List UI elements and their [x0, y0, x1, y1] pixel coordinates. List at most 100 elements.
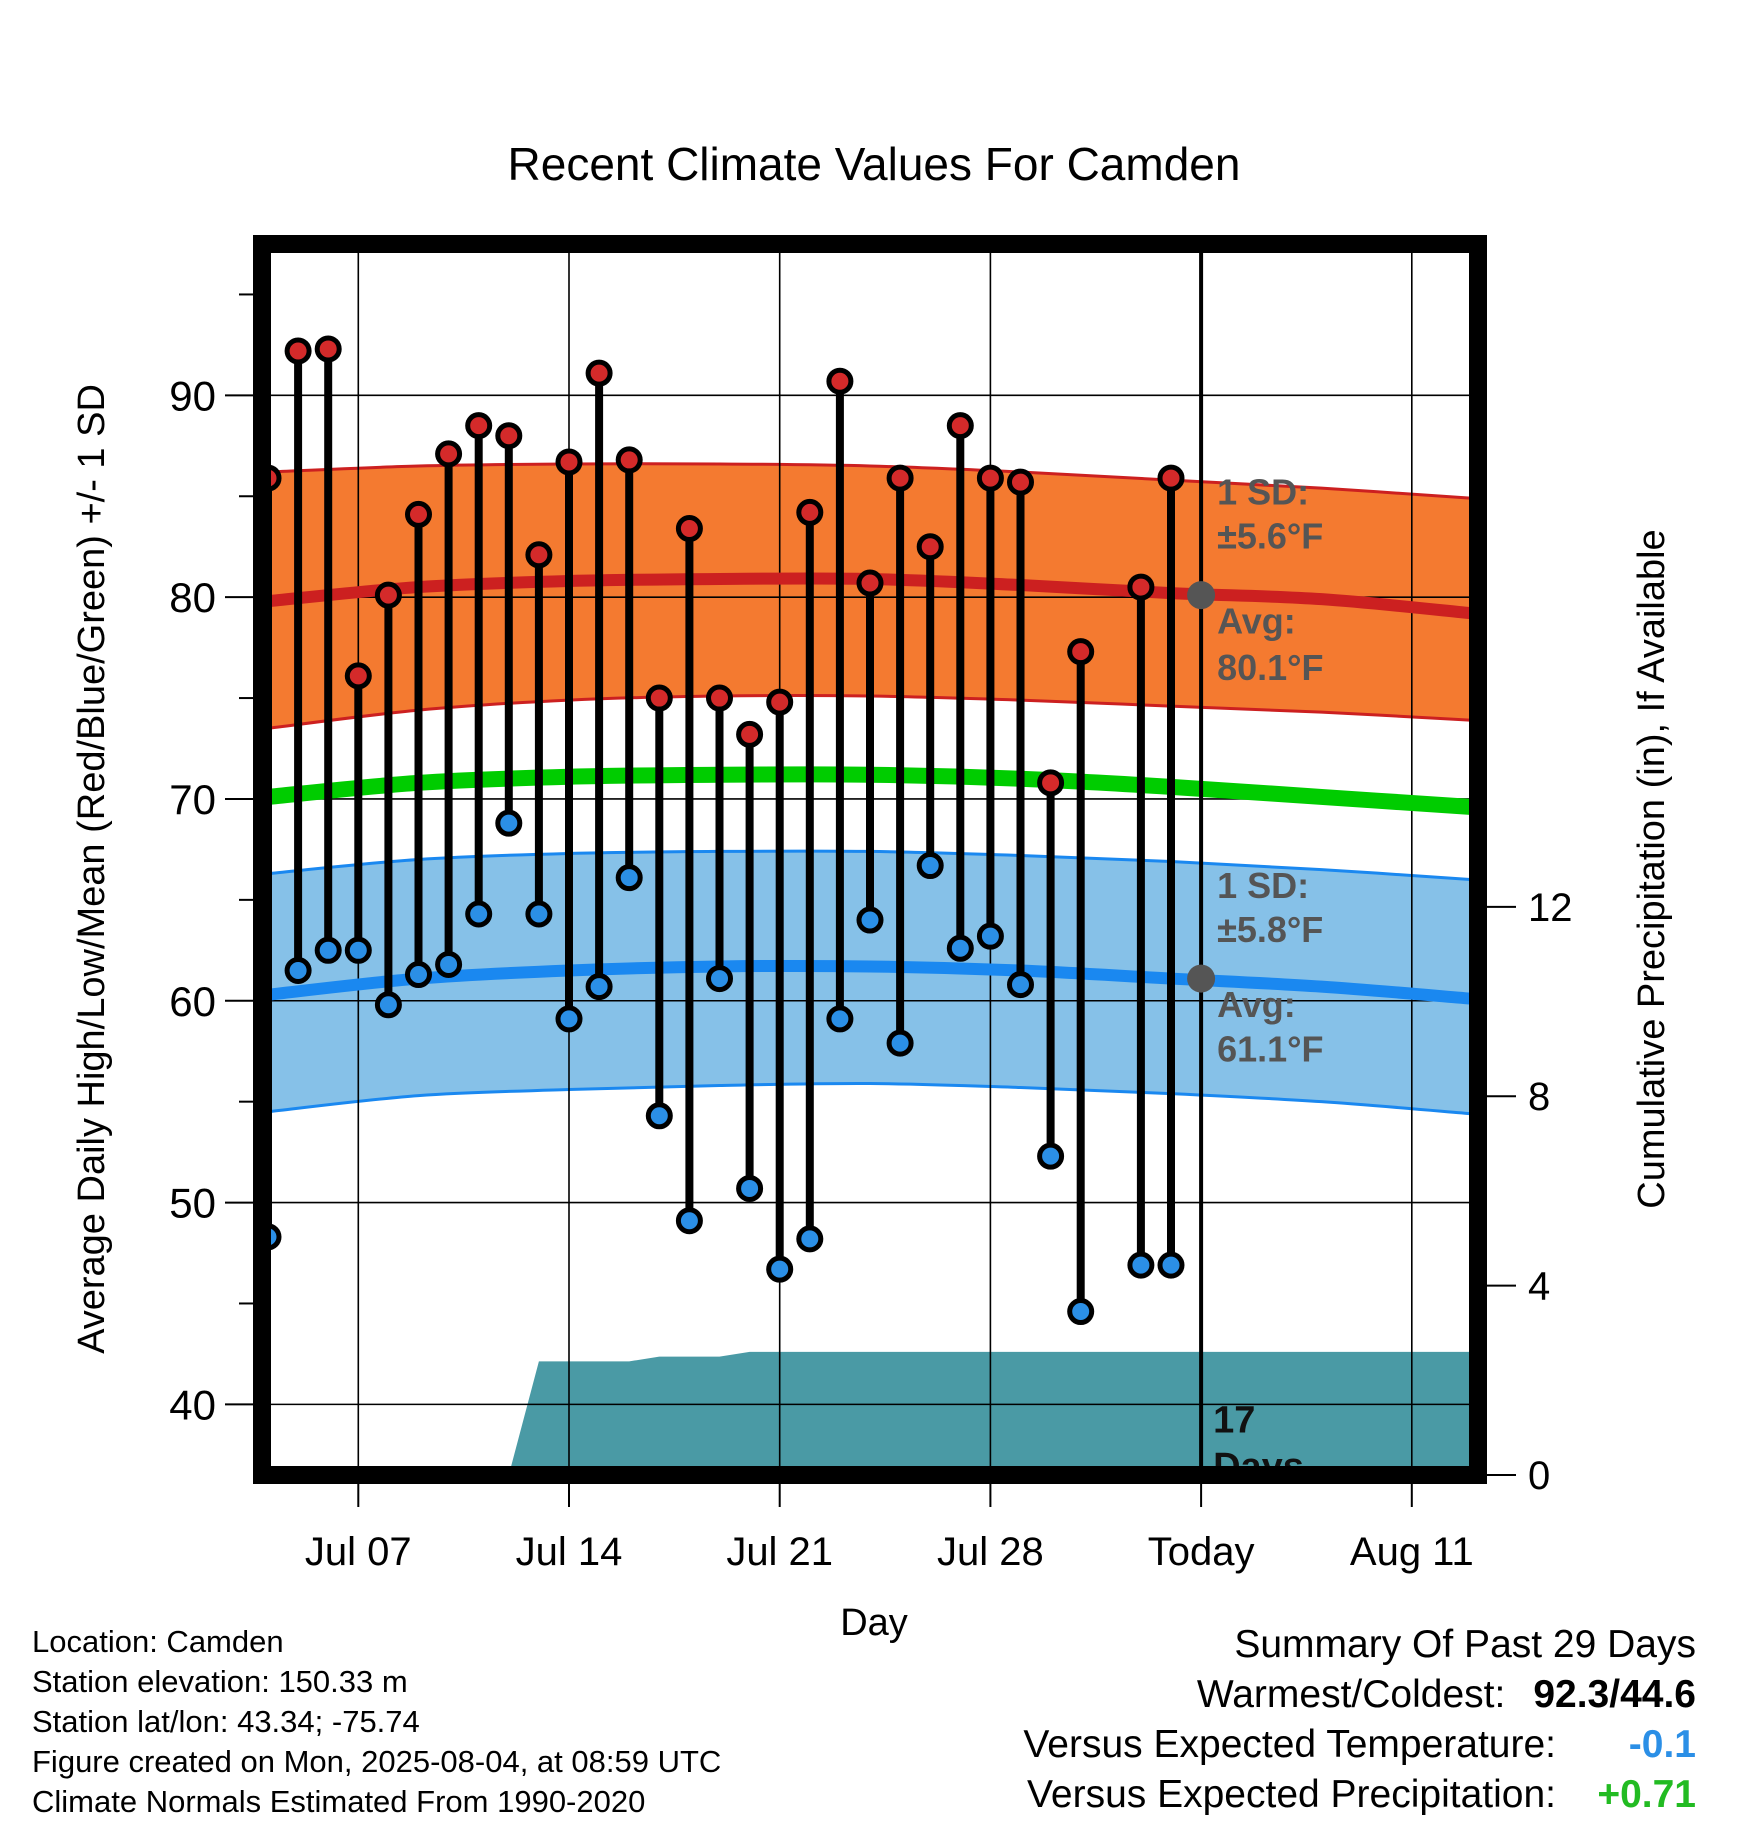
high-point — [856, 569, 884, 597]
y-tick-label: 60 — [169, 978, 216, 1025]
high-point — [766, 688, 794, 716]
high-point — [525, 541, 553, 569]
low-point — [585, 973, 613, 1001]
temp-row: Versus Expected Temperature: -0.1 — [1023, 1720, 1696, 1770]
high-point — [1157, 464, 1185, 492]
low-point — [856, 906, 884, 934]
latlon-text: Station lat/lon: 43.34; -75.74 — [32, 1704, 420, 1739]
low-today-avg-dot — [1187, 964, 1216, 993]
high-avg-value: 80.1°F — [1217, 647, 1323, 688]
summary-panel: Summary Of Past 29 Days Warmest/Coldest:… — [1023, 1620, 1696, 1820]
high-avg-label: Avg: — [1217, 600, 1296, 641]
low-point — [555, 1005, 583, 1033]
precip-value: +0.71 — [1597, 1773, 1696, 1816]
temp-label: Versus Expected Temperature: — [1023, 1723, 1556, 1766]
elevation-text: Station elevation: 150.33 m — [32, 1664, 408, 1699]
low-point — [495, 809, 523, 837]
low-point — [645, 1102, 673, 1130]
x-axis-label: Day — [840, 1602, 908, 1644]
high-point — [736, 720, 764, 748]
warm-cold-label: Warmest/Coldest: — [1196, 1673, 1506, 1716]
high-today-avg-dot — [1187, 581, 1216, 610]
low-point — [1037, 1142, 1065, 1170]
low-point — [284, 956, 312, 984]
chart-title: Recent Climate Values For Camden — [508, 138, 1241, 190]
high-point — [946, 412, 974, 440]
low-sd-value: ±5.8°F — [1217, 909, 1323, 950]
high-point — [645, 684, 673, 712]
plot-frame — [253, 235, 1487, 1484]
x-tick-label: Jul 14 — [516, 1530, 623, 1574]
high-sd-value: ±5.6°F — [1217, 516, 1323, 557]
low-point — [706, 965, 733, 993]
y-axis-label: Average Daily High/Low/Mean (Red/Blue/Gr… — [71, 384, 113, 1354]
high-sd-upper-line — [267, 462, 1473, 500]
created-text: Figure created on Mon, 2025-08-04, at 08… — [32, 1744, 722, 1779]
x-tick-label: Jul 28 — [937, 1530, 1044, 1574]
high-point — [435, 440, 463, 468]
high-point — [374, 581, 402, 609]
high-point — [916, 533, 944, 561]
high-point — [344, 662, 372, 690]
days-count: 17 — [1213, 1400, 1255, 1442]
y-tick-label: 50 — [169, 1180, 216, 1227]
high-point — [706, 684, 733, 712]
y2-tick-label: 0 — [1528, 1454, 1550, 1498]
high-point — [1127, 573, 1155, 601]
low-point — [675, 1207, 703, 1235]
low-avg-label: Avg: — [1217, 984, 1296, 1025]
y-tick-label: 70 — [169, 776, 216, 823]
y-tick-label: 80 — [169, 574, 216, 621]
temp-value: -0.1 — [1628, 1723, 1696, 1766]
high-point — [585, 359, 613, 387]
low-point — [1127, 1251, 1155, 1279]
low-point — [525, 900, 553, 928]
low-point — [1067, 1298, 1095, 1326]
x-tick-label: Aug 11 — [1350, 1530, 1474, 1574]
high-point — [886, 464, 914, 492]
precip-area — [508, 1351, 1478, 1475]
low-avg-value: 61.1°F — [1217, 1028, 1323, 1069]
x-tick-label: Today — [1148, 1530, 1255, 1574]
high-point — [555, 448, 583, 476]
high-point — [314, 335, 342, 363]
high-point — [1007, 468, 1034, 496]
high-sd-label: 1 SD: — [1217, 471, 1309, 512]
low-sd-label: 1 SD: — [1217, 865, 1309, 906]
high-point — [826, 367, 854, 395]
low-point — [405, 961, 432, 989]
warm-cold-value: 92.3/44.6 — [1533, 1673, 1696, 1716]
low-point — [435, 950, 463, 978]
normals-text: Climate Normals Estimated From 1990-2020 — [32, 1784, 646, 1819]
y2-tick-label: 12 — [1528, 886, 1573, 930]
y-tick-label: 90 — [169, 372, 216, 419]
low-point — [465, 900, 493, 928]
summary-title: Summary Of Past 29 Days — [1234, 1623, 1696, 1666]
low-point — [615, 864, 643, 892]
low-point — [374, 991, 402, 1019]
low-point — [946, 934, 974, 962]
low-point — [886, 1029, 914, 1057]
low-sd-lower-line — [267, 1081, 1473, 1116]
y2-tick-label: 4 — [1528, 1265, 1550, 1309]
low-point — [736, 1174, 764, 1202]
y2-axis-label: Cumulative Precipitation (in), If Availa… — [1631, 529, 1673, 1208]
high-point — [1037, 769, 1065, 797]
high-point — [405, 500, 432, 528]
precip-row: Versus Expected Precipitation: +0.71 — [1023, 1770, 1696, 1820]
location-text: Location: Camden — [32, 1624, 284, 1659]
y-tick-label: 40 — [169, 1381, 216, 1428]
station-info: Location: Camden Station elevation: 150.… — [32, 1622, 721, 1822]
high-point — [284, 337, 312, 365]
low-point — [796, 1225, 824, 1253]
high-point — [796, 498, 824, 526]
precip-label: Versus Expected Precipitation: — [1027, 1773, 1556, 1816]
high-point — [495, 422, 523, 450]
low-point — [314, 936, 342, 964]
x-tick-label: Jul 21 — [726, 1530, 833, 1574]
high-point — [1067, 638, 1095, 666]
low-avg-line — [267, 959, 1473, 1005]
low-point — [1007, 971, 1034, 999]
